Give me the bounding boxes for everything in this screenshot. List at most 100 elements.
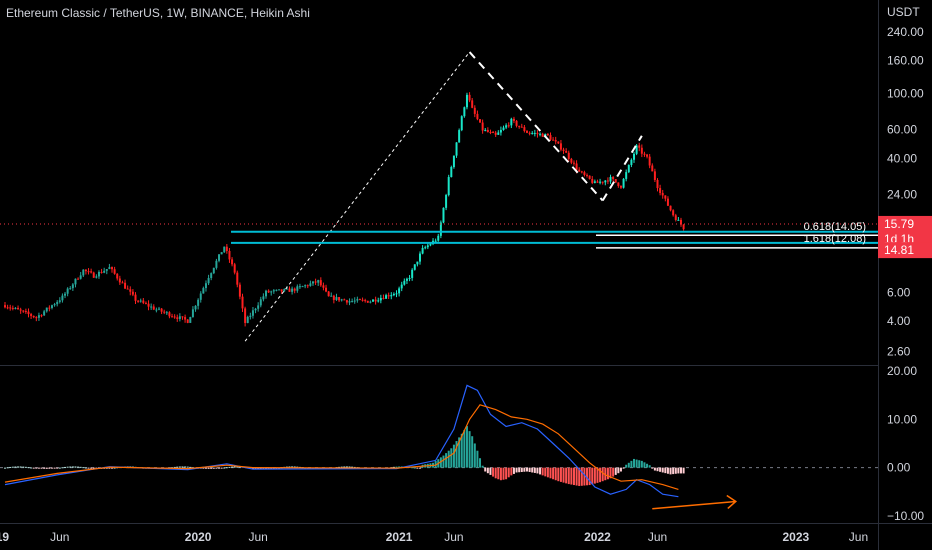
candle-body [450,167,453,178]
histogram-bar [599,467,602,483]
trend-line-1[interactable] [244,51,470,342]
candle-body [210,273,213,279]
candle [627,164,630,174]
candle-body [270,291,273,293]
candle-body [382,297,385,299]
candle [502,125,505,131]
candle-body [536,132,539,135]
candle-body [664,195,667,199]
histogram-bar [512,467,515,474]
histogram-bar [580,467,583,486]
macd-line[interactable] [4,384,679,498]
candle [557,141,560,145]
histogram-bar [71,466,74,468]
candle [395,290,398,298]
histogram-bar [617,467,620,474]
candle-body [165,312,168,314]
price-tick-label: 6.00 [887,285,911,299]
time-tick-label: 2020 [185,530,212,544]
candle-body [361,299,364,301]
candle-body [288,288,291,292]
candle [322,282,325,291]
candle [570,157,573,165]
candle [674,213,677,222]
candle [178,313,181,322]
candle [4,301,6,309]
candle-body [377,300,380,302]
candle [424,245,427,250]
histogram-bar [502,467,505,480]
candle [199,291,202,303]
candle [351,298,354,303]
candle [262,293,265,302]
candle [526,129,528,134]
histogram-bar [442,455,445,468]
candle-body [108,267,111,270]
candle [439,220,442,239]
candle-body [199,293,202,300]
histogram-bar [50,467,53,469]
macd-tick-label: 0.00 [887,461,911,475]
candle [257,302,260,312]
candle [476,110,479,121]
candle-body [244,308,247,323]
candle [659,184,662,196]
candle-body [22,310,25,312]
candle-body [575,163,578,170]
histogram-bar [293,466,296,468]
candle [35,316,38,322]
candle [272,289,275,294]
histogram-bar [92,467,95,469]
macd-tick-label: 20.00 [887,364,917,378]
candle [84,269,87,275]
candle [353,297,356,304]
candle [9,304,12,311]
candle-body [599,181,602,183]
candle-body [353,300,356,302]
candle [251,307,254,319]
price-pane[interactable]: 0.618(14.05)1.618(12.08) [0,51,878,342]
histogram-bar [40,467,43,469]
candle [43,309,46,316]
candle-body [455,142,458,156]
candle [562,147,565,154]
annotation-arrow-line[interactable] [652,500,736,510]
candle [311,281,314,286]
candle-body [176,317,179,319]
candle-body [280,289,283,292]
annotation-arrow-head[interactable] [726,494,738,510]
candle-body [385,295,388,299]
level-badge[interactable] [878,242,932,259]
histogram-bar [518,467,521,473]
candle [58,297,61,304]
candle-body [275,289,278,291]
histogram-bar [215,467,218,469]
candle-body [50,305,53,308]
trend-line-3[interactable] [601,135,643,202]
candle [669,205,672,212]
candle-body [43,311,46,316]
candle-body [61,295,64,301]
candle-body [251,310,254,316]
candle [599,178,602,185]
candle [531,131,534,135]
candle-body [17,307,20,310]
candle [249,312,252,320]
candle [97,270,100,279]
macd-pane[interactable] [0,384,878,510]
candle [147,300,150,311]
candle [223,246,226,253]
histogram-bar [614,467,617,475]
candle-body [400,284,403,289]
candle-body [387,295,390,297]
candle [619,185,622,189]
signal-line[interactable] [4,404,679,490]
candle-body [79,275,82,279]
histogram-bar [486,467,489,474]
candle-body [53,304,56,306]
candle-body [309,283,312,286]
trend-line-2[interactable] [468,51,604,202]
candle-body [492,132,495,134]
candle [646,153,649,159]
